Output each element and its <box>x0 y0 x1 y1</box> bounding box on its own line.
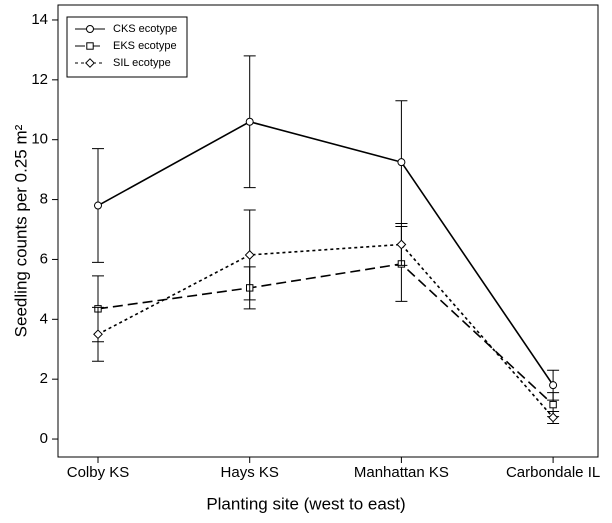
marker <box>85 58 95 68</box>
x-axis-label: Planting site (west to east) <box>206 494 405 513</box>
marker <box>549 381 558 390</box>
marker <box>548 412 559 423</box>
y-tick-label: 4 <box>40 310 48 327</box>
series-line <box>97 120 554 386</box>
x-tick-label: Carbondale IL <box>506 464 600 481</box>
y-axis-label: Seedling counts per 0.25 m² <box>11 124 30 337</box>
y-tick-label: 6 <box>40 250 48 267</box>
marker <box>245 117 254 126</box>
marker <box>397 158 406 167</box>
y-tick-label: 2 <box>40 370 48 387</box>
legend-label: SIL ecotype <box>113 57 171 69</box>
marker <box>93 329 103 340</box>
y-tick-label: 10 <box>31 131 48 148</box>
marker <box>94 201 102 210</box>
x-tick-label: Colby KS <box>67 464 130 481</box>
legend-label: CKS ecotype <box>113 23 177 35</box>
legend-label: EKS ecotype <box>113 40 177 52</box>
marker <box>244 250 255 260</box>
series-line <box>97 263 554 406</box>
series-line <box>97 243 554 419</box>
y-tick-label: 8 <box>40 191 48 208</box>
marker <box>549 400 557 409</box>
x-tick-label: Manhattan KS <box>354 464 449 481</box>
marker <box>86 25 94 33</box>
plot-frame <box>57 4 599 458</box>
y-tick-label: 14 <box>31 11 48 28</box>
x-tick-label: Hays KS <box>221 464 279 481</box>
y-tick-label: 12 <box>31 71 48 88</box>
y-tick-label: 0 <box>40 430 48 447</box>
marker <box>86 42 94 50</box>
marker <box>396 239 407 250</box>
